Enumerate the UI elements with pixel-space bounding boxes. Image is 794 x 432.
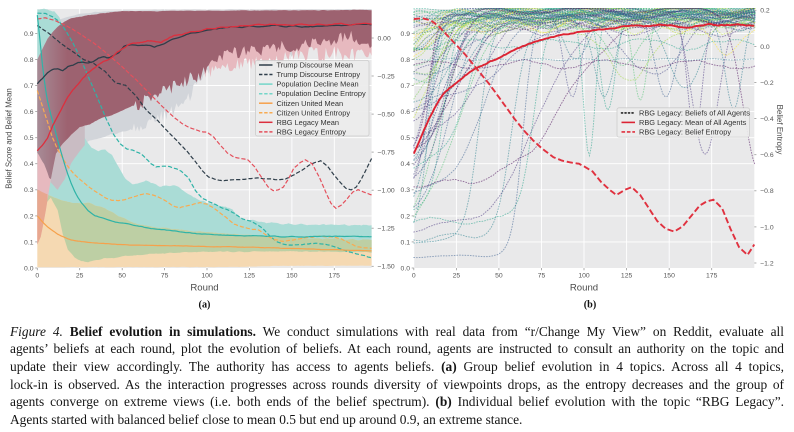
svg-text:0.5: 0.5 [24, 135, 34, 142]
svg-text:175: 175 [329, 273, 341, 280]
svg-text:0.00: 0.00 [378, 35, 391, 42]
svg-text:RBG Legacy Mean: RBG Legacy Mean [277, 118, 339, 127]
svg-text:50: 50 [495, 273, 503, 280]
svg-text:RBG Legacy Entropy: RBG Legacy Entropy [277, 128, 347, 137]
svg-text:0.2: 0.2 [760, 8, 770, 15]
svg-text:0: 0 [412, 273, 416, 280]
svg-text:Population Decline Entropy: Population Decline Entropy [277, 89, 366, 98]
svg-text:Citizen United Entropy: Citizen United Entropy [277, 108, 351, 117]
svg-text:0.9: 0.9 [401, 31, 411, 38]
svg-text:50: 50 [118, 273, 126, 280]
svg-text:25: 25 [453, 273, 461, 280]
svg-text:0.0: 0.0 [401, 265, 411, 272]
svg-text:Belief Entropy: Belief Entropy [775, 105, 784, 155]
svg-text:75: 75 [161, 273, 169, 280]
svg-text:0.6: 0.6 [401, 109, 411, 116]
svg-text:0.3: 0.3 [24, 187, 34, 194]
svg-text:25: 25 [76, 273, 84, 280]
svg-text:0.2: 0.2 [24, 213, 34, 220]
svg-text:150: 150 [664, 273, 676, 280]
svg-text:0.7: 0.7 [401, 83, 411, 90]
svg-text:150: 150 [286, 273, 298, 280]
svg-text:Belief Score and Belief Mean: Belief Score and Belief Mean [5, 88, 14, 189]
svg-text:Round: Round [570, 283, 598, 294]
svg-text:Trump Discourse Mean: Trump Discourse Mean [277, 61, 354, 70]
svg-text:0.4: 0.4 [24, 161, 34, 168]
svg-text:125: 125 [621, 273, 633, 280]
svg-text:0.8: 0.8 [24, 57, 34, 64]
svg-text:0.4: 0.4 [401, 161, 411, 168]
svg-text:75: 75 [538, 273, 546, 280]
svg-text:0.0: 0.0 [760, 44, 770, 51]
svg-text:100: 100 [201, 273, 213, 280]
svg-text:0.1: 0.1 [401, 239, 411, 246]
svg-text:RBG Legacy: Mean of All Agents: RBG Legacy: Mean of All Agents [639, 118, 747, 127]
svg-text:125: 125 [244, 273, 256, 280]
svg-text:−0.2: −0.2 [760, 80, 774, 87]
svg-text:−0.8: −0.8 [760, 188, 774, 195]
svg-text:−0.75: −0.75 [378, 150, 395, 157]
svg-text:−0.50: −0.50 [378, 112, 395, 119]
svg-text:0.0: 0.0 [24, 265, 34, 272]
svg-text:Population Decline Mean: Population Decline Mean [277, 80, 359, 89]
svg-text:0.9: 0.9 [24, 31, 34, 38]
svg-text:−1.00: −1.00 [378, 188, 395, 195]
svg-text:0.7: 0.7 [24, 83, 34, 90]
svg-text:0.1: 0.1 [24, 239, 34, 246]
svg-text:0.3: 0.3 [401, 187, 411, 194]
svg-text:−1.0: −1.0 [760, 224, 774, 231]
svg-text:0: 0 [35, 273, 39, 280]
svg-text:Round: Round [190, 283, 218, 294]
svg-text:−0.4: −0.4 [760, 116, 774, 123]
svg-text:0.2: 0.2 [401, 213, 411, 220]
svg-text:0.8: 0.8 [401, 57, 411, 64]
svg-text:Citizen United Mean: Citizen United Mean [277, 99, 344, 108]
svg-text:−1.50: −1.50 [378, 264, 395, 271]
svg-text:0.6: 0.6 [24, 109, 34, 116]
svg-text:Trump Discourse Entropy: Trump Discourse Entropy [277, 70, 361, 79]
svg-text:RBG Legacy: Belief Entropy: RBG Legacy: Belief Entropy [639, 128, 731, 137]
svg-text:RBG Legacy: Beliefs of All Age: RBG Legacy: Beliefs of All Agents [639, 109, 750, 118]
svg-text:0.5: 0.5 [401, 135, 411, 142]
svg-text:−1.2: −1.2 [760, 260, 774, 267]
svg-text:175: 175 [706, 273, 718, 280]
svg-text:(a): (a) [199, 300, 211, 311]
svg-text:−1.25: −1.25 [378, 226, 395, 233]
svg-text:−0.25: −0.25 [378, 74, 395, 81]
svg-text:−0.6: −0.6 [760, 152, 774, 159]
svg-text:(b): (b) [584, 300, 596, 311]
svg-text:100: 100 [578, 273, 590, 280]
